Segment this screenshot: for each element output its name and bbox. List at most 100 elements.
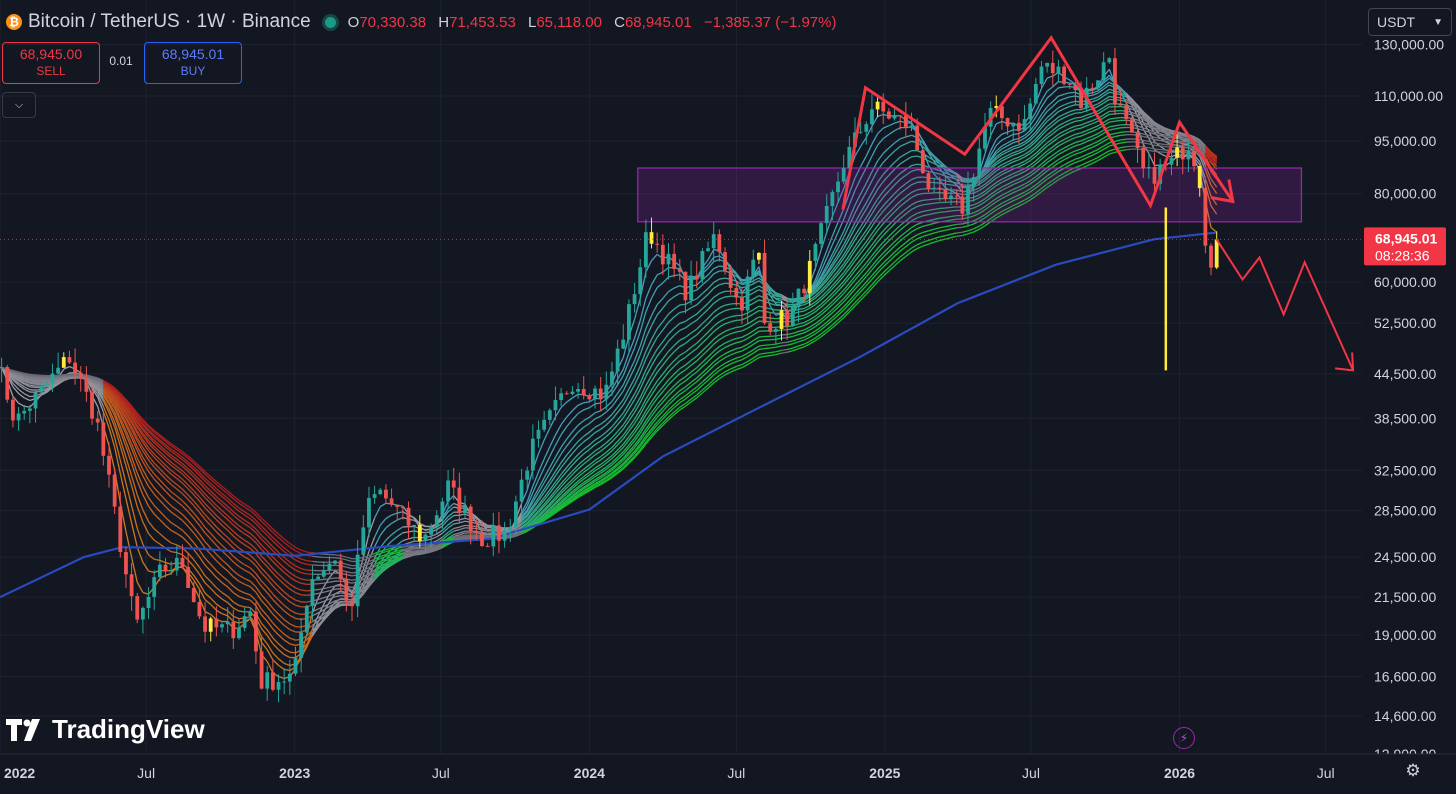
ema-line-segment	[860, 137, 867, 147]
ema-line-segment	[289, 637, 296, 641]
ema-line-segment	[215, 539, 223, 546]
ema-line-segment	[329, 602, 336, 608]
ema-line-segment	[831, 262, 839, 272]
ema-line-segment	[781, 298, 788, 302]
ema-line-segment	[571, 488, 579, 494]
ema-line-segment	[1052, 153, 1059, 160]
ema-line-segment	[588, 439, 596, 446]
ema-line-segment	[24, 405, 30, 408]
ema-line-segment	[865, 244, 873, 253]
ema-line-segment	[159, 454, 166, 461]
ema-line-segment	[136, 450, 144, 463]
ema-line-segment	[611, 449, 619, 457]
ema-line-segment	[651, 424, 658, 432]
ema-line-segment	[656, 364, 664, 373]
ema-line-segment	[679, 356, 686, 362]
ema-line-segment	[396, 516, 404, 521]
ema-line-segment	[255, 553, 263, 562]
ema-line-segment	[826, 235, 833, 251]
ema-line-segment	[995, 206, 1003, 211]
ema-line-segment	[622, 426, 630, 436]
ema-line-segment	[249, 523, 257, 530]
ema-line-segment	[815, 326, 822, 332]
ema-line-segment	[701, 337, 709, 344]
ema-line-segment	[650, 348, 658, 360]
ema-line-segment	[119, 413, 127, 426]
ema-line-segment	[831, 282, 839, 290]
ema-line-segment	[594, 402, 601, 405]
ema-line-segment	[543, 512, 551, 519]
ema-line-segment	[894, 229, 901, 236]
ema-line-segment	[549, 502, 556, 509]
ema-line-segment	[221, 559, 229, 566]
ema-line-segment	[634, 446, 641, 454]
ema-line-segment	[735, 275, 743, 282]
ema-line-segment	[673, 399, 681, 406]
ema-line-segment	[990, 201, 997, 207]
ema-line-segment	[532, 519, 539, 526]
ema-line-segment	[605, 437, 613, 444]
ema-line-segment	[340, 554, 347, 558]
ema-line-segment	[770, 311, 776, 315]
ema-line-segment	[871, 133, 879, 145]
ema-line-segment	[639, 391, 647, 403]
ema-line-segment	[289, 643, 296, 646]
ema-line-segment	[402, 547, 409, 551]
ema-line-segment	[249, 536, 257, 544]
ema-line-segment	[436, 525, 443, 531]
ema-line-segment	[707, 302, 715, 310]
ema-line-segment	[978, 214, 986, 219]
ema-line-segment	[634, 450, 641, 459]
ema-line-segment	[159, 447, 166, 454]
ema-line-segment	[1092, 125, 1099, 129]
ema-line-segment	[673, 384, 681, 391]
ema-line-segment	[1063, 172, 1071, 178]
ema-line-segment	[668, 407, 675, 414]
ema-line-segment	[933, 227, 940, 230]
ema-line-segment	[962, 233, 969, 237]
ema-line-segment	[255, 591, 263, 602]
ema-line-segment	[656, 321, 664, 330]
ema-line-segment	[679, 369, 686, 375]
ema-line-segment	[814, 280, 822, 289]
ema-line-segment	[617, 368, 624, 380]
ema-line-segment	[605, 477, 613, 482]
ema-line-segment	[747, 357, 754, 363]
ema-line-segment	[1046, 92, 1054, 99]
ema-line-segment	[583, 464, 590, 470]
ema-line-segment	[945, 233, 952, 237]
ema-line-segment	[718, 357, 726, 362]
ema-line-segment	[396, 557, 404, 562]
ema-line-segment	[560, 491, 568, 498]
ema-line-segment	[1018, 202, 1025, 207]
ema-line-segment	[193, 490, 200, 498]
ema-line-segment	[380, 549, 387, 553]
ema-line-segment	[346, 556, 353, 560]
ema-line-segment	[232, 511, 240, 517]
ema-line-segment	[119, 400, 127, 410]
ema-line-segment	[668, 373, 675, 381]
ema-line-segment	[978, 186, 986, 192]
ema-line-segment	[170, 479, 178, 486]
ema-line-segment	[792, 345, 799, 349]
ema-line-segment	[159, 510, 166, 518]
ema-line-segment	[136, 494, 144, 511]
ema-line-segment	[770, 351, 776, 354]
ema-line-segment	[397, 546, 404, 550]
ema-line-segment	[232, 542, 240, 549]
ema-line-segment	[843, 291, 850, 300]
ema-line-segment	[736, 319, 743, 322]
ema-line-segment	[854, 212, 862, 224]
ema-line-segment	[905, 204, 912, 210]
ema-line-segment	[560, 503, 568, 509]
ema-line-segment	[278, 562, 285, 569]
ema-line-segment	[927, 149, 935, 157]
ema-line-segment	[1204, 152, 1212, 158]
ema-line-segment	[142, 424, 150, 433]
ema-line-segment	[227, 536, 234, 544]
ema-line-segment	[826, 296, 833, 303]
ema-line-segment	[204, 503, 212, 510]
ema-line-segment	[148, 455, 155, 464]
ema-line-segment	[153, 434, 161, 441]
